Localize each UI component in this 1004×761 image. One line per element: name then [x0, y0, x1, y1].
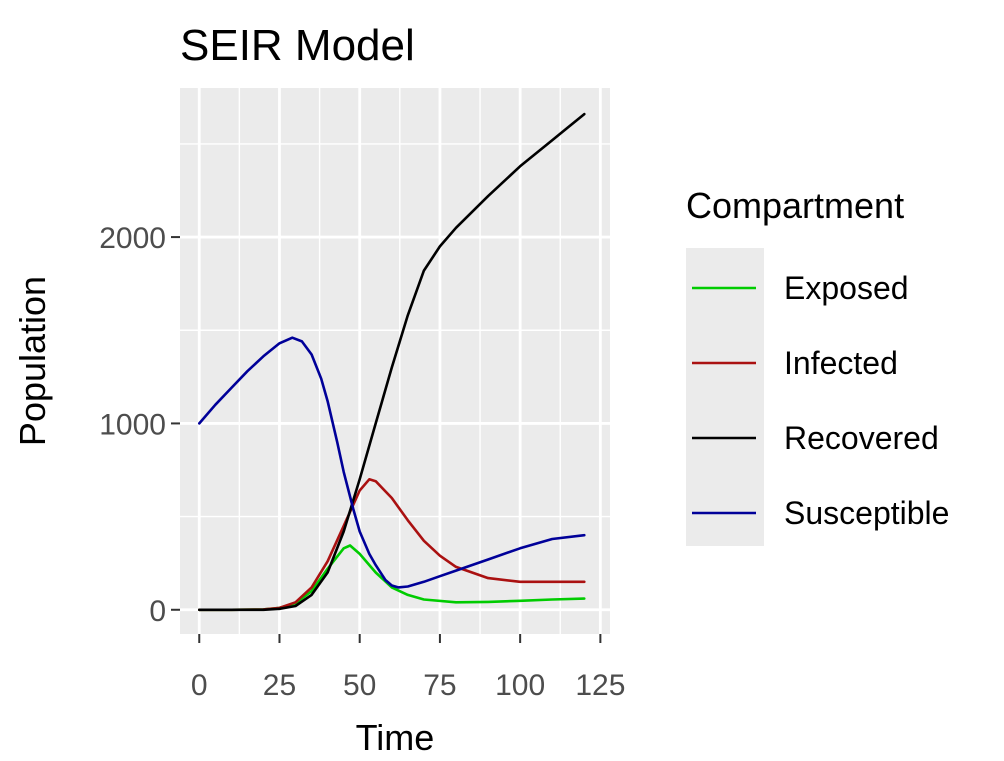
x-axis-title: Time: [356, 717, 435, 758]
y-axis-title: Population: [12, 276, 53, 446]
y-tick-label: 1000: [99, 408, 166, 441]
grid-major: [180, 88, 610, 634]
legend-label-exposed: Exposed: [784, 270, 909, 306]
legend-title: Compartment: [686, 185, 904, 226]
series-line-susceptible: [198, 336, 586, 589]
y-tick-label: 2000: [99, 222, 166, 255]
series-line-infected: [198, 477, 586, 612]
x-axis-ticks: 0 25 50 75 100 125: [191, 634, 625, 702]
x-tick-label: 125: [575, 669, 625, 702]
x-tick-label: 100: [495, 669, 545, 702]
x-tick-label: 0: [191, 669, 208, 702]
series-line-recovered: [198, 112, 586, 612]
legend-label-infected: Infected: [784, 345, 898, 381]
legend-key-background: [686, 248, 764, 546]
legend-label-susceptible: Susceptible: [784, 495, 949, 531]
x-tick-label: 75: [423, 669, 456, 702]
chart-title: SEIR Model: [180, 21, 415, 70]
y-axis-ticks: 0 1000 2000: [99, 222, 180, 628]
series-lines: [198, 112, 586, 612]
x-tick-label: 25: [263, 669, 296, 702]
x-tick-label: 50: [343, 669, 376, 702]
grid-minor: [180, 88, 610, 634]
y-tick-label: 0: [149, 595, 166, 628]
legend-label-recovered: Recovered: [784, 420, 939, 456]
legend: Exposed Infected Recovered Susceptible: [692, 270, 949, 531]
